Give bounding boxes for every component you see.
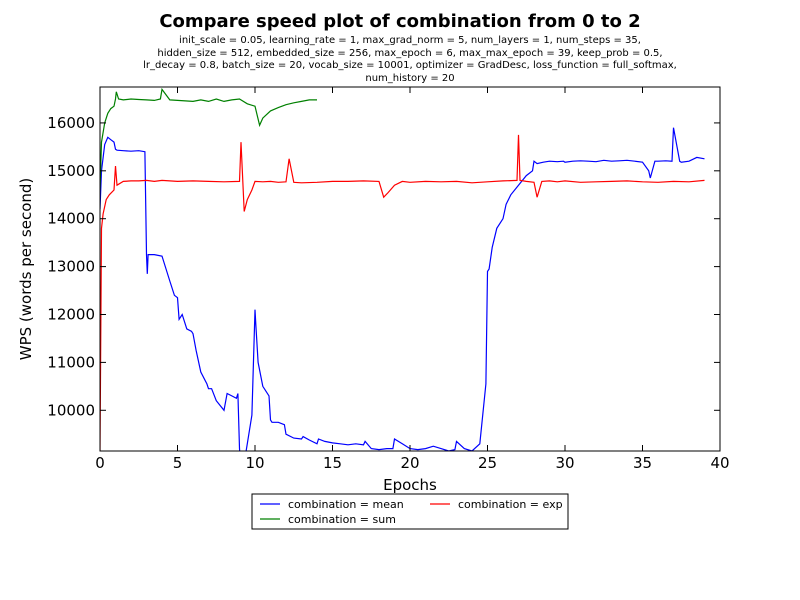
plot-background bbox=[100, 87, 720, 451]
x-tick-label: 0 bbox=[95, 454, 105, 472]
y-tick-label: 12000 bbox=[47, 306, 95, 324]
series-layer bbox=[100, 87, 705, 451]
series-line-2 bbox=[100, 87, 317, 191]
legend-label-2: combination = sum bbox=[288, 513, 396, 526]
x-tick-label: 35 bbox=[633, 454, 652, 472]
legend-box bbox=[251, 493, 569, 530]
x-tick-label: 25 bbox=[478, 454, 497, 472]
x-tick-label: 5 bbox=[173, 454, 183, 472]
x-tick-label: 10 bbox=[245, 454, 264, 472]
x-tick-label: 40 bbox=[710, 454, 729, 472]
chart-subtitle-line-1: init_scale = 0.05, learning_rate = 1, ma… bbox=[179, 35, 641, 46]
legend-label-1: combination = mean bbox=[288, 498, 404, 511]
y-tick-label: 13000 bbox=[47, 258, 95, 276]
series-line-3 bbox=[100, 134, 705, 451]
y-axis-label: WPS (words per second) bbox=[17, 178, 35, 361]
x-tick-label: 20 bbox=[400, 454, 419, 472]
y-tick-label: 16000 bbox=[47, 114, 95, 132]
legend: combination = mean combination = sum combi… bbox=[251, 493, 569, 530]
y-tick-label: 10000 bbox=[47, 401, 95, 419]
series-line-1 bbox=[100, 127, 705, 451]
x-axis-label: Epochs bbox=[383, 476, 437, 494]
chart-subtitle-line-4: num_history = 20 bbox=[365, 73, 454, 84]
legend-label-3: combination = exp bbox=[458, 498, 563, 511]
y-tick-label: 15000 bbox=[47, 162, 95, 180]
chart-subtitle-line-2: hidden_size = 512, embedded_size = 256, … bbox=[157, 48, 662, 59]
y-tick-label: 14000 bbox=[47, 210, 95, 228]
chart-title: Compare speed plot of combination from 0… bbox=[159, 11, 640, 32]
chart-subtitle-line-3: lr_decay = 0.8, batch_size = 20, vocab_s… bbox=[143, 60, 677, 71]
y-axis: 10000 11000 12000 13000 14000 15000 16000 bbox=[47, 114, 720, 419]
x-axis: 0 5 10 15 20 25 30 35 40 bbox=[95, 87, 730, 472]
x-tick-label: 30 bbox=[555, 454, 574, 472]
y-tick-label: 11000 bbox=[47, 353, 95, 371]
x-tick-label: 15 bbox=[323, 454, 342, 472]
